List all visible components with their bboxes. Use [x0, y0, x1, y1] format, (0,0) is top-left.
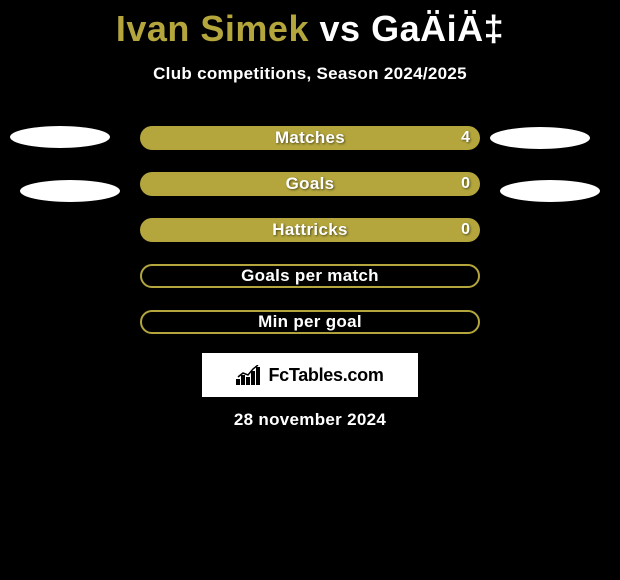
comparison-title: Ivan Simek vs GaÄiÄ‡ — [0, 0, 620, 50]
hattricks-bar: Hattricks 0 — [140, 218, 480, 242]
season-subtitle: Club competitions, Season 2024/2025 — [0, 64, 620, 84]
matches-value: 4 — [461, 129, 470, 147]
player2-matches-ellipse — [490, 127, 590, 149]
goals-bar: Goals 0 — [140, 172, 480, 196]
date-text: 28 november 2024 — [234, 410, 386, 430]
fctables-logo: FcTables.com — [202, 353, 418, 397]
player1-matches-ellipse — [10, 126, 110, 148]
mpg-label: Min per goal — [258, 312, 362, 332]
gpm-bar: Goals per match — [140, 264, 480, 288]
player1-goals-ellipse — [20, 180, 120, 202]
gpm-bar-row: Goals per match — [140, 264, 480, 288]
chart-icon — [236, 365, 262, 385]
matches-label: Matches — [275, 128, 345, 148]
goals-label: Goals — [286, 174, 335, 194]
hattricks-value: 0 — [461, 221, 470, 239]
player2-goals-ellipse — [500, 180, 600, 202]
vs-text: vs — [320, 8, 361, 49]
mpg-bar: Min per goal — [140, 310, 480, 334]
goals-bar-row: Goals 0 — [140, 172, 480, 196]
goals-value: 0 — [461, 175, 470, 193]
hattricks-label: Hattricks — [272, 220, 347, 240]
player1-name: Ivan Simek — [116, 8, 309, 49]
stats-bars-container: Matches 4 Goals 0 Hattricks 0 Goals per … — [140, 126, 480, 356]
logo-text: FcTables.com — [268, 365, 383, 386]
matches-bar-row: Matches 4 — [140, 126, 480, 150]
matches-bar: Matches 4 — [140, 126, 480, 150]
player2-name: GaÄiÄ‡ — [371, 8, 504, 49]
gpm-label: Goals per match — [241, 266, 379, 286]
hattricks-bar-row: Hattricks 0 — [140, 218, 480, 242]
mpg-bar-row: Min per goal — [140, 310, 480, 334]
